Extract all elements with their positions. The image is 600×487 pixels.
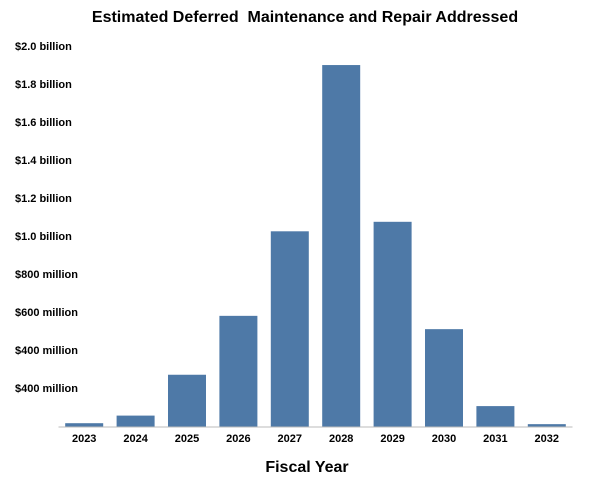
y-tick-label: $2.0 billion: [15, 41, 72, 53]
x-tick-label: 2030: [432, 433, 456, 445]
y-tick-label: $1.6 billion: [15, 117, 72, 129]
x-tick-label: 2025: [175, 433, 199, 445]
x-tick-label: 2028: [329, 433, 353, 445]
y-tick-label: $1.4 billion: [15, 155, 72, 167]
y-tick-label: $1.0 billion: [15, 231, 72, 243]
x-axis-title: Fiscal Year: [265, 459, 348, 476]
x-tick-label: 2024: [123, 433, 148, 445]
bar: [527, 424, 566, 427]
x-tick-label: 2026: [226, 433, 250, 445]
bar: [168, 374, 206, 427]
y-tick-label: $600 million: [15, 307, 78, 319]
x-tick-label: 2029: [380, 433, 404, 445]
bar: [116, 415, 155, 427]
bar: [425, 329, 463, 427]
x-tick-label: 2023: [72, 433, 96, 445]
chart-title: Estimated Deferred Maintenance and Repai…: [92, 9, 518, 26]
bar: [373, 221, 412, 427]
x-tick-label: 2027: [278, 433, 302, 445]
bar: [219, 315, 258, 427]
bar: [270, 231, 309, 427]
y-tick-label: $400 million: [15, 383, 78, 395]
x-tick-label: 2031: [483, 433, 507, 445]
bar: [476, 406, 515, 427]
y-tick-label: $800 million: [15, 269, 78, 281]
x-tick-label: 2032: [535, 433, 559, 445]
y-tick-label: $1.8 billion: [15, 79, 72, 91]
y-tick-label: $400 million: [15, 345, 78, 357]
bar: [322, 65, 361, 428]
y-tick-label: $1.2 billion: [15, 193, 72, 205]
bar: [65, 423, 104, 427]
